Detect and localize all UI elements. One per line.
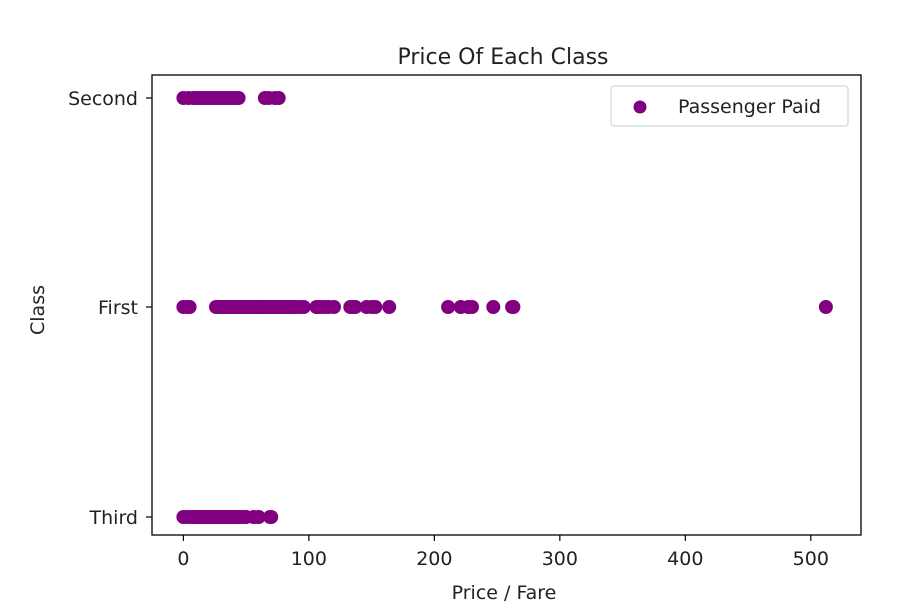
data-point xyxy=(264,510,279,524)
x-tick-label: 300 xyxy=(542,548,578,570)
plot-frame xyxy=(151,74,862,536)
x-tick-label: 0 xyxy=(177,548,189,570)
points-layer xyxy=(176,91,833,524)
x-tick-label: 200 xyxy=(416,548,452,570)
data-point xyxy=(348,300,363,314)
x-tick-label: 500 xyxy=(793,548,829,570)
chart-title: Price Of Each Class xyxy=(397,45,608,70)
data-point xyxy=(296,300,311,314)
data-point xyxy=(465,300,479,314)
data-point xyxy=(182,300,197,314)
data-point xyxy=(271,91,286,105)
y-tick-label: First xyxy=(98,297,138,319)
data-point xyxy=(486,300,501,314)
x-axis: 0 100 200 300 400 500 xyxy=(177,535,829,570)
data-point xyxy=(382,300,397,314)
y-axis: Third First Second xyxy=(68,88,152,529)
data-point xyxy=(506,300,521,314)
x-tick-label: 400 xyxy=(667,548,703,570)
data-point xyxy=(327,300,341,314)
y-tick-label: Second xyxy=(68,88,138,110)
plot-area xyxy=(151,74,862,536)
y-axis-label: Class xyxy=(27,285,49,335)
y-tick-label: Third xyxy=(89,507,138,529)
x-tick-label: 100 xyxy=(291,548,327,570)
data-point xyxy=(251,510,266,524)
legend-label: Passenger Paid xyxy=(678,96,821,118)
legend-marker xyxy=(633,100,647,114)
data-point xyxy=(441,300,456,314)
data-point xyxy=(818,300,833,314)
legend-box xyxy=(610,85,849,127)
x-axis-label: Price / Fare xyxy=(452,582,557,604)
legend: Passenger Paid xyxy=(610,85,849,127)
data-point xyxy=(368,300,383,314)
data-point xyxy=(231,91,246,105)
